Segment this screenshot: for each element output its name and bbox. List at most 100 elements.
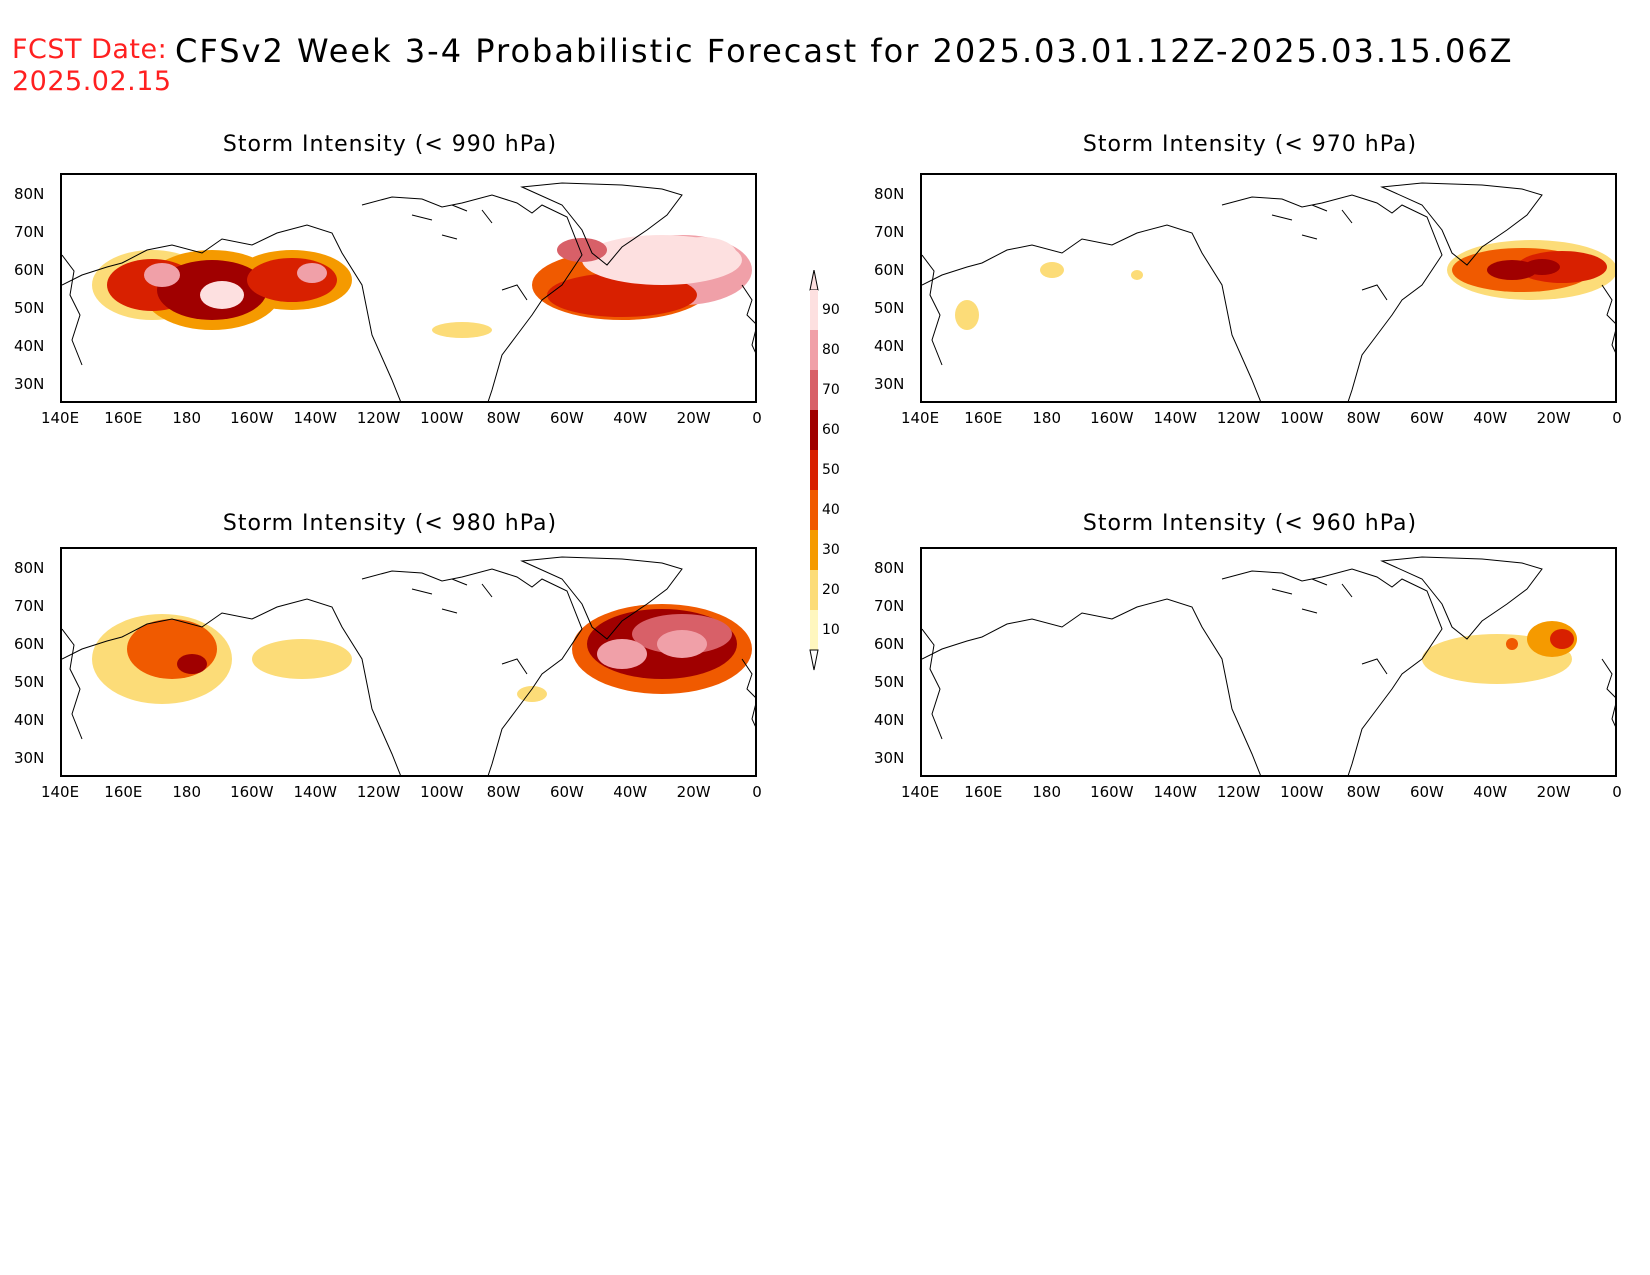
x-tick-label: 0: [752, 783, 762, 801]
probability-shading: [1524, 259, 1560, 275]
colorbar-label: 20: [822, 582, 840, 598]
x-tick-label: 80W: [486, 409, 521, 427]
colorbar-label: 70: [822, 382, 840, 398]
x-tick-label: 180: [1032, 409, 1062, 427]
probability-shading: [1040, 262, 1064, 278]
coastline-asia: [62, 628, 83, 740]
coastline-east-na: [1221, 194, 1443, 401]
colorbar-swatch: [810, 410, 818, 450]
greenland-outline: [1380, 556, 1543, 640]
y-tick-label: 50N: [874, 299, 905, 317]
probability-shading: [1131, 270, 1143, 280]
map-canvas: [62, 556, 755, 775]
x-tick-label: 140E: [40, 783, 80, 801]
x-tick-label: 80W: [1346, 409, 1381, 427]
x-tick-label: 120W: [1216, 409, 1261, 427]
x-tick-label: 20W: [676, 783, 711, 801]
x-tick-label: 40W: [613, 783, 648, 801]
x-tick-label: 140W: [1153, 783, 1197, 801]
y-tick-label: 50N: [874, 673, 905, 691]
x-tick-label: 160W: [1090, 409, 1134, 427]
arctic-islands: [1271, 204, 1388, 301]
probability-shading: [1517, 251, 1607, 283]
coastline-americas: [922, 224, 1261, 401]
colorbar-swatch: [810, 330, 818, 370]
map-panel-960: [920, 547, 1617, 777]
x-tick-label: 100W: [420, 783, 464, 801]
colorbar-label: 10: [822, 622, 840, 638]
colorbar-swatch: [810, 290, 818, 330]
panel-title-970: Storm Intensity (< 970 hPa): [1082, 132, 1418, 157]
y-tick-label: 70N: [874, 597, 905, 615]
x-tick-label: 140E: [900, 409, 940, 427]
y-tick-label: 40N: [14, 711, 45, 729]
probability-shading: [200, 281, 244, 309]
fcst-date: 2025.02.15: [12, 66, 172, 97]
x-tick-label: 100W: [1280, 783, 1324, 801]
colorbar-swatch: [810, 490, 818, 530]
x-tick-label: 160W: [230, 783, 274, 801]
greenland-outline: [1380, 182, 1543, 266]
x-tick-label: 180: [1032, 783, 1062, 801]
probability-shading: [297, 263, 327, 283]
probability-shading: [557, 238, 607, 262]
map-panel-970: [920, 173, 1617, 403]
page-title: CFSv2 Week 3-4 Probabilistic Forecast fo…: [175, 32, 1514, 70]
colorbar: [809, 270, 819, 671]
y-tick-label: 60N: [874, 635, 905, 653]
x-tick-label: 160W: [1090, 783, 1134, 801]
x-tick-label: 140E: [900, 783, 940, 801]
probability-shading: [517, 686, 547, 702]
panel-title-980: Storm Intensity (< 980 hPa): [222, 511, 558, 536]
coastline-americas: [62, 598, 401, 775]
coastline-europe: [1601, 658, 1615, 727]
x-tick-label: 160W: [230, 409, 274, 427]
probability-shading: [955, 300, 979, 330]
panel-title-960: Storm Intensity (< 960 hPa): [1082, 511, 1418, 536]
colorbar-label: 60: [822, 422, 840, 438]
y-tick-label: 70N: [14, 223, 45, 241]
colorbar-label: 50: [822, 462, 840, 478]
y-tick-label: 30N: [874, 749, 905, 767]
colorbar-swatch: [810, 370, 818, 410]
probability-shading: [177, 654, 207, 674]
x-tick-label: 100W: [420, 409, 464, 427]
probability-shading: [1487, 260, 1537, 280]
y-tick-label: 70N: [874, 223, 905, 241]
y-tick-label: 80N: [874, 185, 905, 203]
coastline-europe: [1601, 284, 1615, 353]
map-canvas: [62, 182, 755, 401]
colorbar-swatch: [810, 610, 818, 650]
x-tick-label: 160E: [964, 783, 1003, 801]
x-tick-label: 120W: [1216, 783, 1261, 801]
map-panel-980: [60, 547, 757, 777]
x-tick-label: 80W: [486, 783, 521, 801]
y-tick-label: 80N: [874, 559, 905, 577]
probability-shading: [1506, 638, 1518, 650]
y-tick-label: 50N: [14, 673, 45, 691]
x-tick-label: 80W: [1346, 783, 1381, 801]
colorbar-label: 30: [822, 542, 840, 558]
probability-shading: [247, 258, 337, 302]
colorbar-swatch: [810, 570, 818, 610]
x-tick-label: 20W: [676, 409, 711, 427]
panel-title-990: Storm Intensity (< 990 hPa): [222, 132, 558, 157]
x-tick-label: 20W: [1536, 409, 1571, 427]
colorbar-bottom-arrow: [809, 649, 819, 671]
x-tick-label: 60W: [549, 783, 584, 801]
coastline-americas: [922, 598, 1261, 775]
coastline-east-na: [1221, 568, 1443, 775]
x-tick-label: 0: [1612, 409, 1622, 427]
x-tick-label: 40W: [613, 409, 648, 427]
x-tick-label: 60W: [1409, 783, 1444, 801]
coastline-europe: [741, 658, 755, 727]
x-tick-label: 20W: [1536, 783, 1571, 801]
y-tick-label: 40N: [874, 711, 905, 729]
x-tick-label: 160E: [964, 409, 1003, 427]
y-tick-label: 60N: [14, 635, 45, 653]
y-tick-label: 40N: [874, 337, 905, 355]
x-tick-label: 160E: [104, 783, 143, 801]
y-tick-label: 50N: [14, 299, 45, 317]
x-tick-label: 160E: [104, 409, 143, 427]
x-tick-label: 60W: [1409, 409, 1444, 427]
